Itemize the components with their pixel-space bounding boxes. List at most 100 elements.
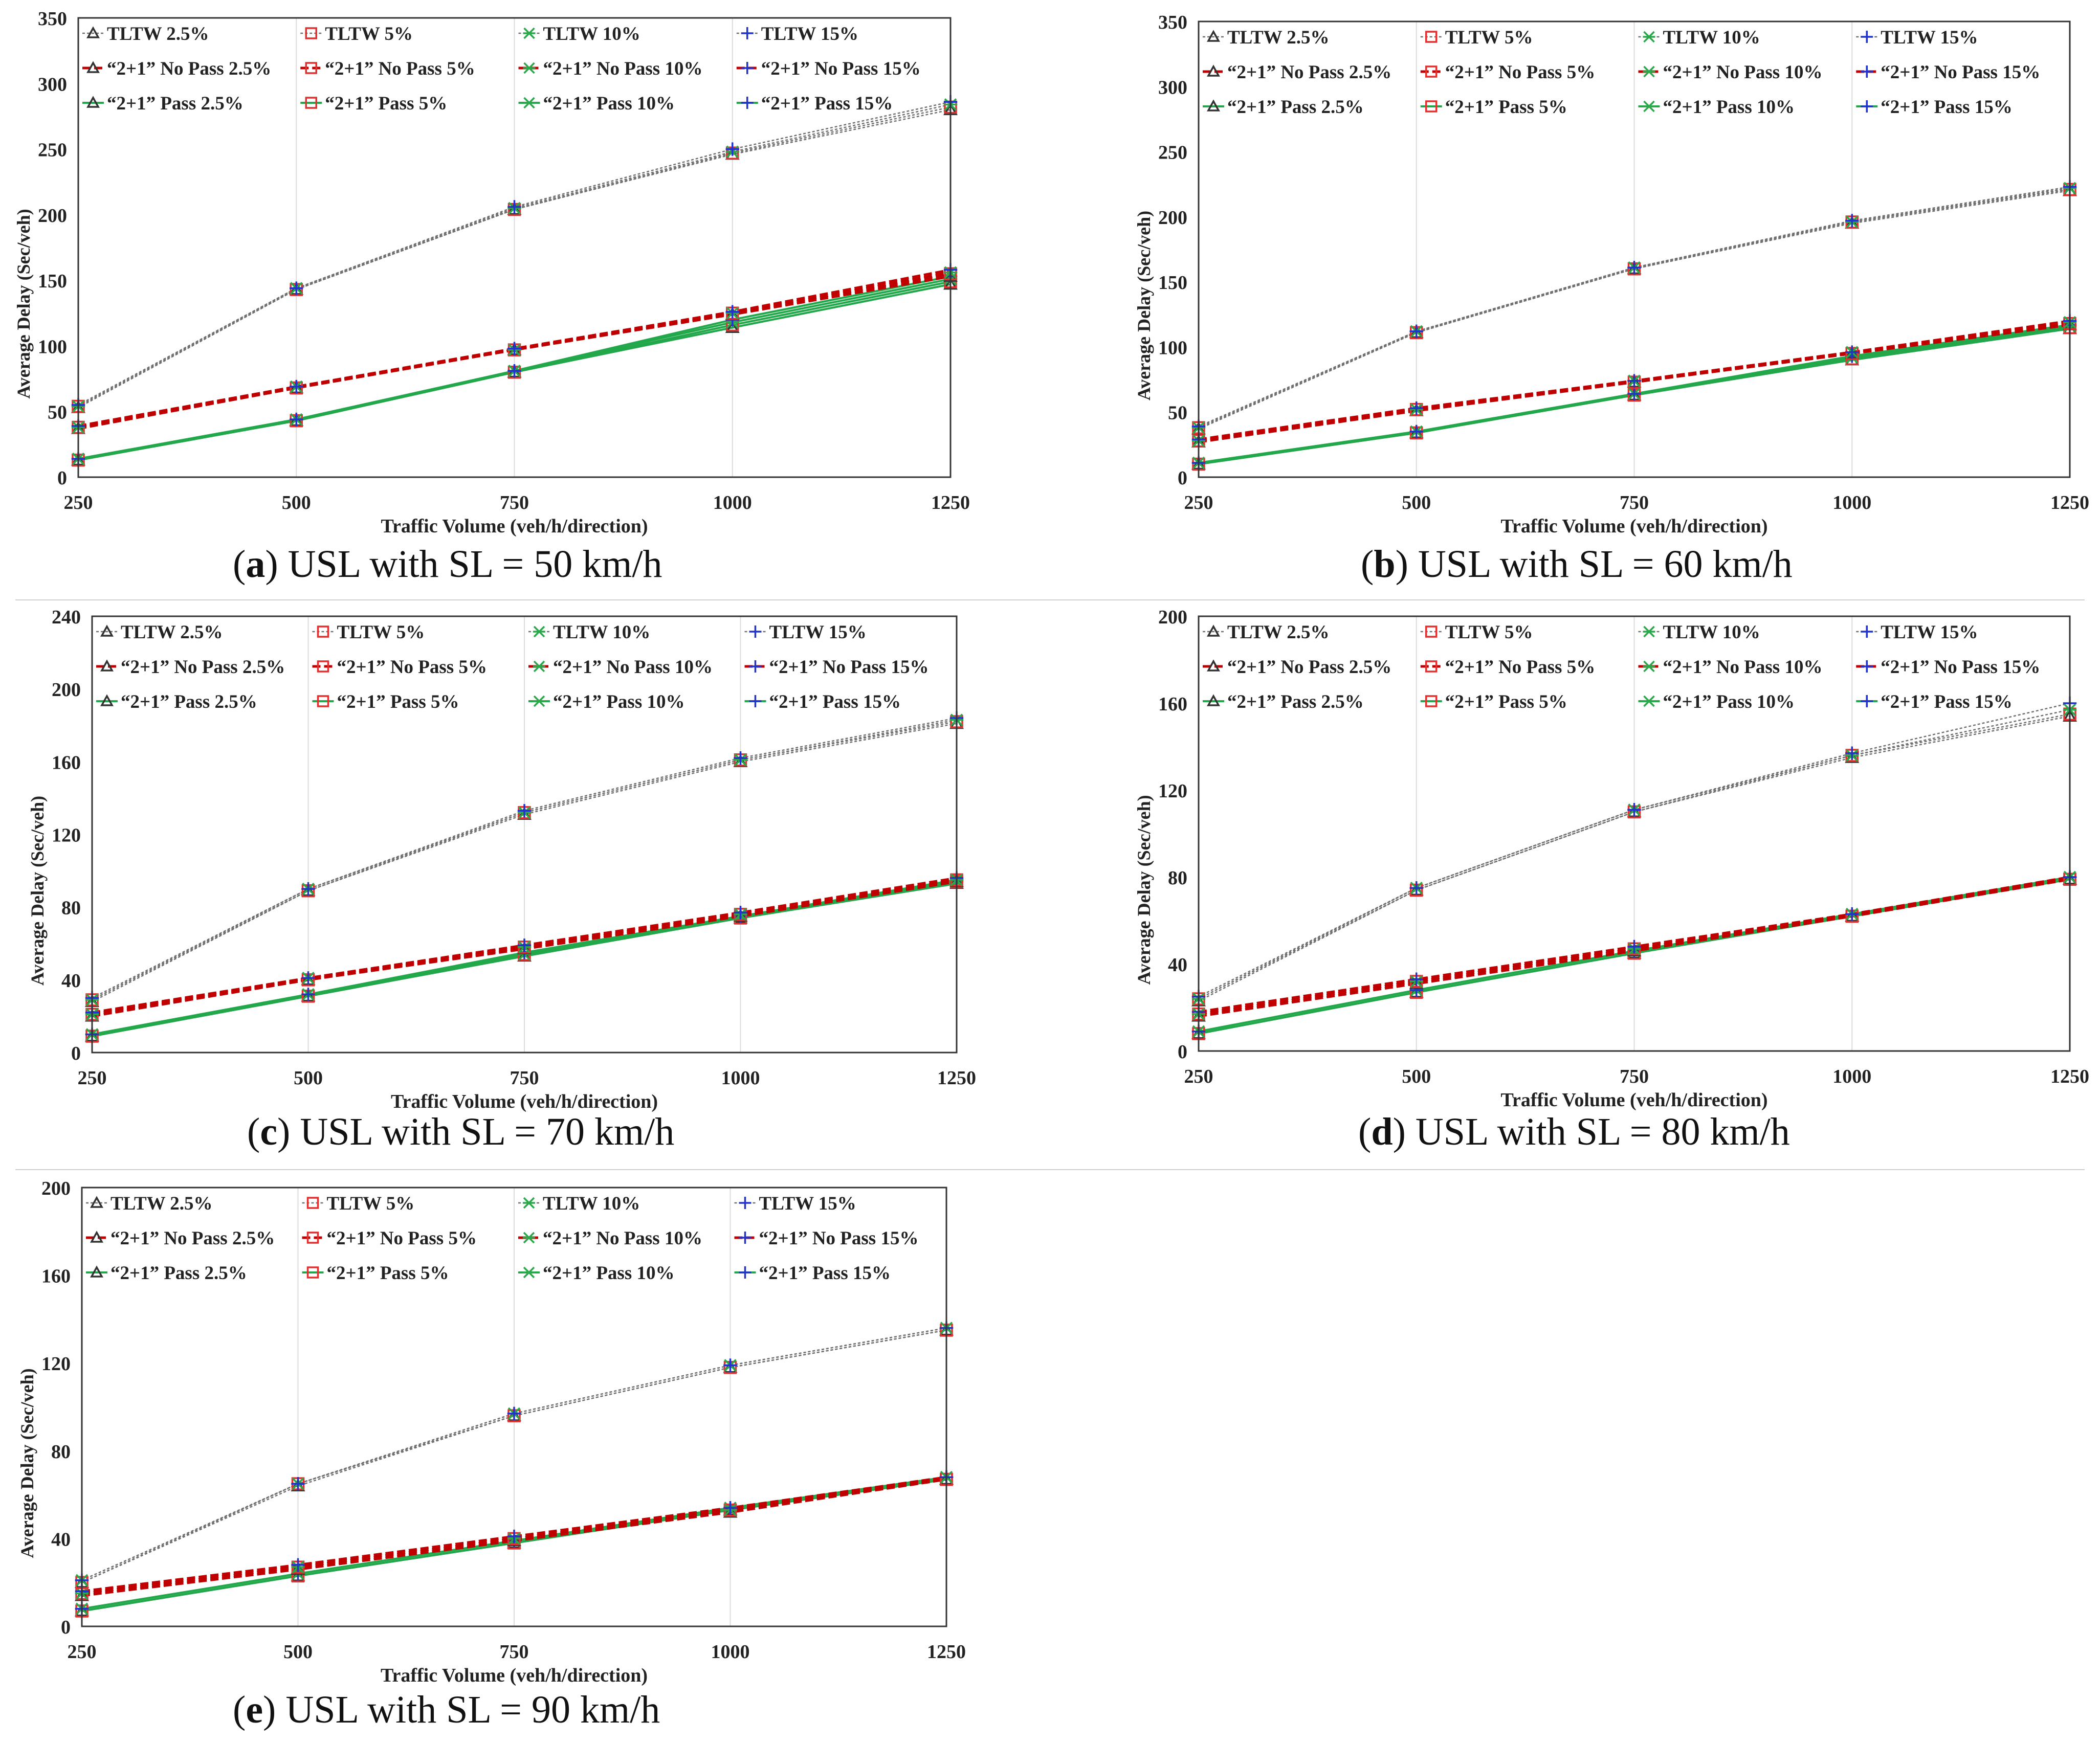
- y-axis-label: Average Delay (Sec/veh): [13, 209, 34, 398]
- legend-marker: [1207, 624, 1220, 637]
- legend-label: TLTW 15%: [1881, 622, 1978, 643]
- legend-label: “2+1” No Pass 5%: [327, 1228, 477, 1249]
- legend-label: “2+1” Pass 10%: [543, 93, 675, 114]
- chart-panel-b: 0 50 100 150 200 250 300 350 250 500 750 1000 1250 Tr…: [1134, 12, 2089, 537]
- y-tick-label: 120: [1158, 780, 1187, 802]
- legend-marker: [86, 26, 100, 38]
- caption-text: ) USL with SL = 80 km/h: [1392, 1110, 1790, 1153]
- legend-item: TLTW 15%: [736, 24, 858, 44]
- data-point-marker: [290, 379, 303, 394]
- legend-marker: [1861, 31, 1873, 43]
- legend-label: TLTW 2.5%: [110, 1193, 212, 1214]
- legend-item: “2+1” Pass 15%: [736, 93, 893, 114]
- legend-item: “2+1” No Pass 15%: [1856, 62, 2040, 83]
- legend-item: “2+1” Pass 2.5%: [1203, 691, 1364, 712]
- data-point-marker: [301, 971, 315, 985]
- legend-marker: [749, 625, 762, 638]
- x-tick-label: 1250: [937, 1067, 976, 1089]
- legend-label: TLTW 2.5%: [107, 24, 209, 44]
- x-tick-label: 750: [500, 1641, 529, 1663]
- legend-label: “2+1” No Pass 5%: [325, 58, 475, 79]
- data-point-marker: [1409, 424, 1423, 439]
- legend-item: “2+1” Pass 5%: [300, 93, 447, 114]
- legend-marker: [1861, 625, 1873, 638]
- legend-item: “2+1” No Pass 10%: [528, 657, 713, 678]
- legend-label: “2+1” Pass 15%: [759, 1263, 891, 1284]
- legend-marker: [533, 625, 545, 638]
- legend-marker: [1643, 660, 1655, 673]
- data-point-marker: [734, 751, 747, 765]
- legend-marker: [749, 660, 762, 673]
- legend-marker: [741, 97, 754, 109]
- y-tick-label: 350: [1158, 12, 1187, 33]
- y-tick-label: 40: [1168, 954, 1187, 976]
- legend-item: “2+1” Pass 15%: [734, 1263, 891, 1284]
- legend-item: “2+1” No Pass 5%: [302, 1228, 477, 1249]
- y-tick-label: 40: [51, 1529, 71, 1550]
- data-point-marker: [1845, 746, 1859, 760]
- data-point-marker: [1845, 345, 1859, 359]
- x-tick-label: 500: [1402, 1066, 1431, 1087]
- x-tick-label: 250: [68, 1641, 97, 1663]
- legend-label: “2+1” No Pass 5%: [337, 657, 487, 678]
- series-line: [81, 1329, 947, 1583]
- legend-item: TLTW 15%: [744, 622, 867, 643]
- y-tick-label: 0: [71, 1043, 81, 1064]
- caption-c: (c) USL with SL = 70 km/h: [247, 1110, 675, 1153]
- legend-marker: [86, 61, 100, 73]
- data-point-marker: [1627, 260, 1641, 275]
- data-point-marker: [517, 938, 532, 952]
- legend-marker: [523, 1266, 535, 1279]
- legend-marker: [1643, 695, 1655, 707]
- y-tick-label: 100: [38, 336, 67, 357]
- legend-item: TLTW 5%: [300, 24, 413, 44]
- y-tick-label: 0: [1178, 467, 1187, 489]
- y-tick-label: 0: [57, 467, 67, 489]
- x-tick-label: 1000: [721, 1067, 760, 1089]
- x-axis-label: Traffic Volume (veh/h/direction): [391, 1091, 658, 1112]
- legend-label: “2+1” Pass 2.5%: [1227, 691, 1364, 712]
- legend-marker: [305, 27, 317, 39]
- caption-text: ) USL with SL = 50 km/h: [265, 543, 662, 586]
- legend-label: “2+1” Pass 15%: [769, 691, 901, 712]
- legend-label: “2+1” Pass 2.5%: [1227, 97, 1364, 118]
- x-tick-label: 1000: [1832, 1066, 1871, 1087]
- x-tick-label: 750: [1620, 492, 1649, 513]
- legend-marker: [90, 1231, 103, 1243]
- legend-label: “2+1” No Pass 15%: [761, 58, 921, 79]
- legend-item: “2+1” Pass 15%: [744, 691, 901, 712]
- x-tick-label: 500: [294, 1067, 323, 1089]
- legend-label: “2+1” No Pass 15%: [1881, 657, 2040, 678]
- x-tick-label: 1000: [711, 1641, 750, 1663]
- legend-label: “2+1” No Pass 2.5%: [110, 1228, 275, 1249]
- y-tick-label: 200: [41, 1178, 71, 1199]
- legend-item: “2+1” No Pass 15%: [1856, 657, 2040, 678]
- x-tick-label: 750: [510, 1067, 539, 1089]
- legend-label: TLTW 2.5%: [1227, 27, 1329, 48]
- legend-item: “2+1” No Pass 10%: [518, 1228, 702, 1249]
- legend-label: TLTW 5%: [337, 622, 425, 643]
- chart-panel-c: 0 40 80 120 160 200 240 250 500 750 1000 1250 Traffi…: [27, 607, 976, 1112]
- y-tick-label: 120: [52, 825, 81, 846]
- legend-item: TLTW 10%: [518, 1193, 640, 1214]
- x-tick-label: 500: [1402, 492, 1431, 513]
- legend-item: “2+1” No Pass 5%: [1420, 62, 1595, 83]
- legend-label: “2+1” Pass 10%: [543, 1263, 674, 1284]
- legend-item: TLTW 5%: [1420, 622, 1533, 643]
- legend-label: TLTW 10%: [1663, 622, 1760, 643]
- legend-item: “2+1” Pass 10%: [518, 93, 675, 114]
- legend-label: “2+1” No Pass 10%: [543, 58, 703, 79]
- legend-marker: [100, 659, 114, 672]
- data-point-marker: [1409, 401, 1423, 415]
- legend-marker: [1643, 31, 1655, 43]
- data-point-marker: [725, 320, 740, 333]
- data-point-marker: [734, 906, 747, 920]
- data-point-marker: [290, 281, 303, 295]
- legend-label: “2+1” Pass 5%: [1445, 691, 1567, 712]
- y-tick-label: 200: [52, 679, 81, 701]
- legend-item: “2+1” No Pass 10%: [1638, 62, 1823, 83]
- legend-label: “2+1” No Pass 10%: [1663, 62, 1823, 83]
- legend-label: “2+1” No Pass 15%: [1881, 62, 2040, 83]
- legend-marker: [1207, 659, 1220, 672]
- plot-frame: [77, 17, 952, 478]
